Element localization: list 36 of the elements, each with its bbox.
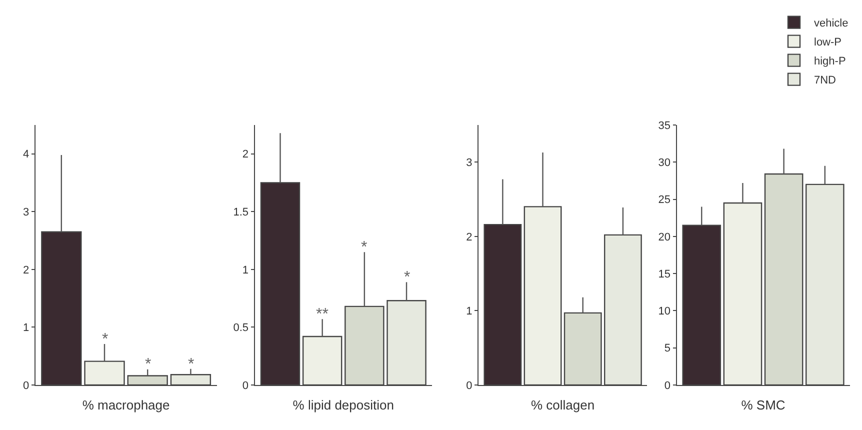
y-tick-label: 1 — [22, 322, 30, 334]
data-label: * — [188, 356, 194, 373]
y-tick-label: 0 — [466, 380, 472, 392]
x-axis-title: % macrophage — [82, 398, 170, 413]
y-tick-label: 2 — [466, 231, 472, 244]
x-axis-title: % collagen — [531, 398, 595, 413]
y-tick-label: 20 — [658, 231, 671, 244]
y-tick-label: 30 — [658, 156, 671, 169]
y-tick-label: 1.5 — [233, 206, 249, 219]
y-tick-label: 2 — [22, 264, 30, 276]
y-tick-label: 0 — [22, 380, 30, 392]
legend-label: vehicle — [814, 18, 848, 30]
data-label: * — [102, 331, 108, 348]
y-tick-label: 0 — [242, 380, 249, 392]
data-label: * — [361, 239, 368, 256]
data-label: * — [404, 269, 410, 286]
y-tick-label: 0.5 — [233, 322, 249, 334]
y-tick-label: 35 — [658, 120, 671, 132]
y-tick-label: 5 — [664, 342, 671, 355]
data-label: ** — [316, 306, 328, 323]
y-tick-label: 3 — [22, 206, 30, 219]
y-tick-label: 1 — [242, 264, 249, 276]
y-tick-label: 2 — [242, 148, 249, 161]
y-tick-label: 25 — [658, 194, 671, 206]
y-tick-label: 1 — [466, 306, 472, 318]
legend-label: 7ND — [814, 74, 836, 87]
y-tick-label: 3 — [466, 156, 472, 169]
legend-label: high-P — [814, 56, 846, 68]
y-tick-label: 10 — [658, 306, 671, 318]
data-label: * — [145, 356, 152, 373]
y-tick-label: 0 — [664, 380, 671, 392]
legend-label: low-P — [814, 36, 842, 49]
x-axis-title: % SMC — [741, 398, 786, 413]
x-axis-title: % lipid deposition — [292, 398, 394, 413]
y-tick-label: 15 — [658, 268, 671, 280]
y-tick-label: 4 — [22, 148, 30, 161]
